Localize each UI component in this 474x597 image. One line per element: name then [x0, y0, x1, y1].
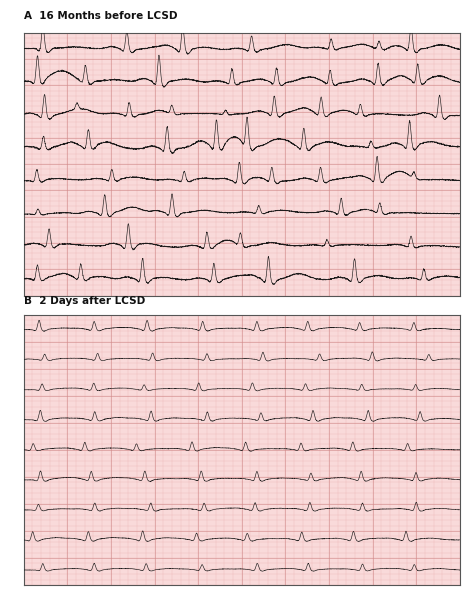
Text: B  2 Days after LCSD: B 2 Days after LCSD — [24, 296, 145, 306]
Text: A  16 Months before LCSD: A 16 Months before LCSD — [24, 11, 177, 20]
